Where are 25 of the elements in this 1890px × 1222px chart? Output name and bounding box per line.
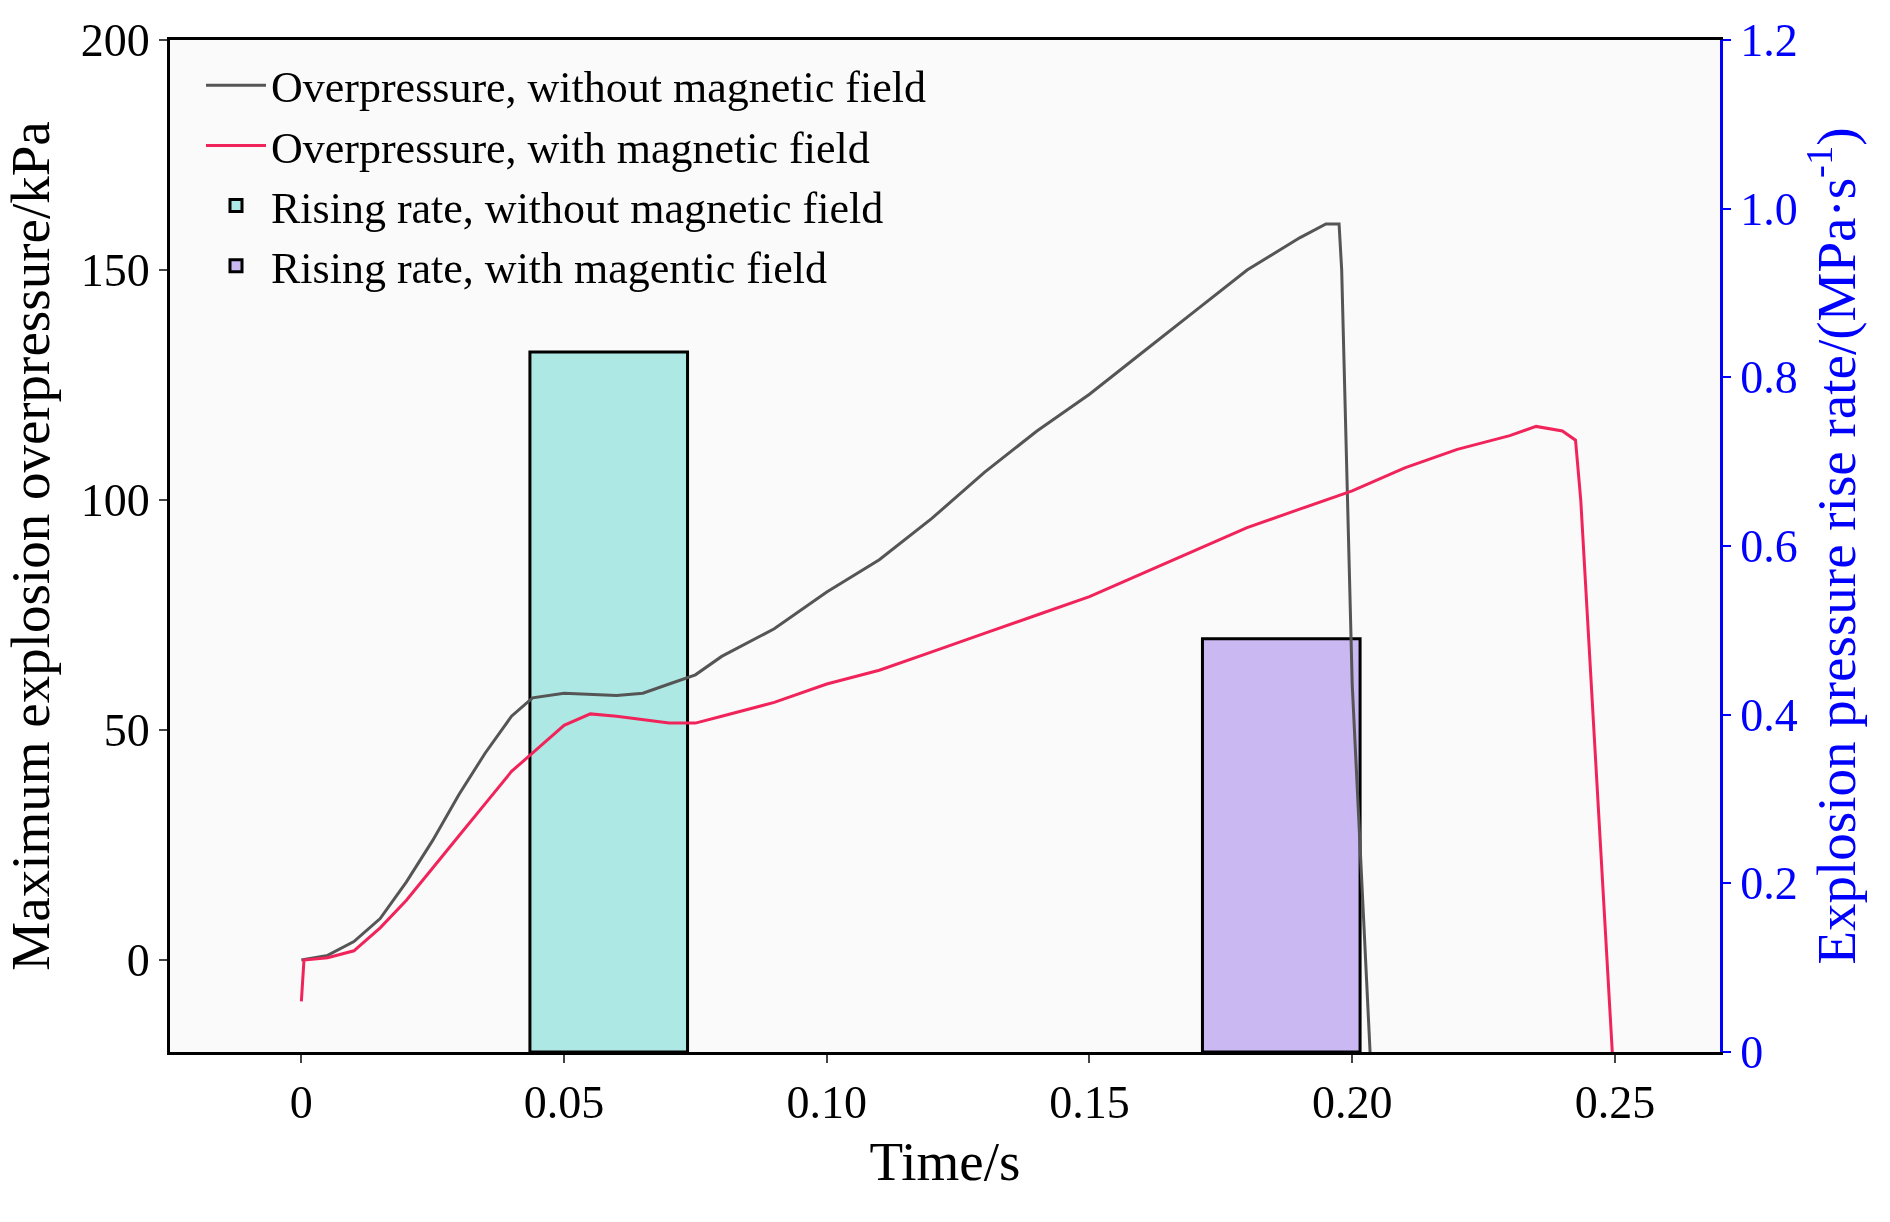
- y-tick-label: 0: [126, 935, 150, 987]
- y-tick-label: 100: [80, 475, 150, 527]
- legend-label: Overpressure, without magnetic field: [271, 63, 926, 113]
- x-tick-label: 0.15: [1049, 1077, 1130, 1129]
- x-tick-label: 0.25: [1574, 1077, 1656, 1129]
- y-tick-label: 150: [80, 245, 150, 297]
- y-axis-title: Maximum explosion overpressure/kPa: [0, 121, 61, 971]
- line-series: [299, 424, 1614, 1052]
- legend-label: Overpressure, with magnetic field: [271, 123, 870, 173]
- x-tick-label: 0: [289, 1077, 313, 1129]
- legend-label: Rising rate, without magnetic field: [271, 183, 884, 233]
- y2-tick-label: 1.2: [1740, 15, 1798, 67]
- y-tick-label: 50: [103, 705, 150, 757]
- x-axis-title: Time/s: [869, 1131, 1021, 1193]
- y2-tick-label: 0.4: [1740, 689, 1798, 741]
- x-tick-label: 0.10: [786, 1077, 868, 1129]
- y2-tick-label: 0.6: [1740, 521, 1798, 573]
- legend-label: Rising rate, with magentic field: [271, 243, 827, 293]
- y-tick-label: 200: [80, 15, 150, 67]
- y2-tick-label: 0.2: [1740, 858, 1798, 910]
- y2-tick-label: 0: [1740, 1027, 1764, 1079]
- y2-tick-label: 0.8: [1740, 352, 1798, 404]
- x-tick-label: 0.20: [1311, 1077, 1393, 1129]
- y2-tick-label: 1.0: [1740, 183, 1798, 235]
- x-tick-label: 0.05: [523, 1077, 605, 1129]
